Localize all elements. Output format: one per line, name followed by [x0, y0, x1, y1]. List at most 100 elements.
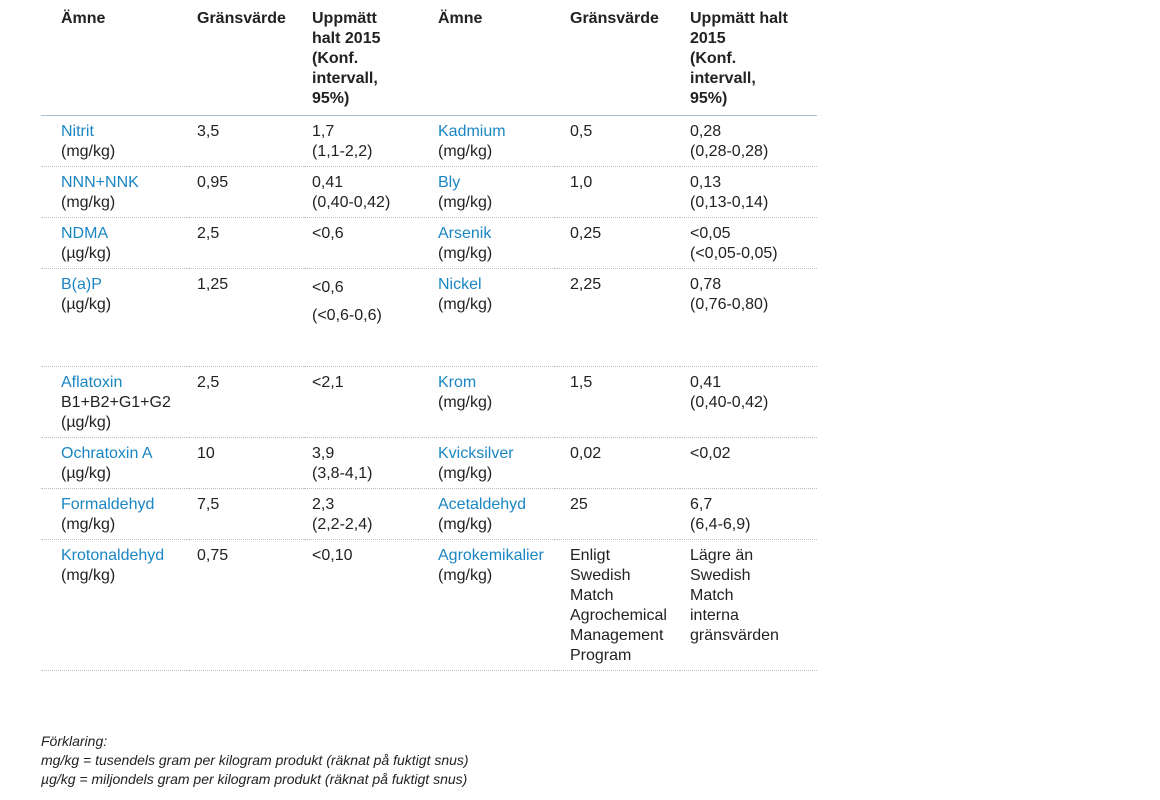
substance-name-link[interactable]: Acetaldehyd — [438, 496, 527, 513]
substance-cell: Nitrit (mg/kg) — [41, 115, 189, 167]
measured-cell: 0,13 (0,13-0,14) — [680, 166, 817, 218]
substance-unit: (µg/kg) — [61, 465, 112, 482]
substance-unit: (mg/kg) — [438, 394, 493, 411]
legend-line-ug: µg/kg = miljondels gram per kilogram pro… — [41, 771, 468, 787]
measured-cell: <0,6 — [304, 217, 418, 269]
limit-cell: 0,25 — [555, 217, 680, 269]
substance-unit: (mg/kg) — [61, 194, 116, 211]
substance-name-link[interactable]: Arsenik — [438, 225, 492, 242]
measured-cell: 3,9 (3,8-4,1) — [304, 437, 418, 489]
substance-unit: (mg/kg) — [61, 567, 116, 584]
legend-title: Förklaring: — [41, 733, 108, 749]
measured-cell: <0,6 (<0,6-0,6) — [304, 268, 418, 367]
substance-cell: Krotonaldehyd (mg/kg) — [41, 539, 189, 671]
measured-value: 2,3 — [312, 496, 335, 513]
measured-value: 3,9 — [312, 445, 335, 462]
substance-limits-table: Ämne Gränsvärde Uppmätt halt 2015 (Konf.… — [41, 0, 817, 671]
header-measured-line: Uppmätt — [312, 10, 377, 27]
substance-name-link[interactable]: Aflatoxin — [61, 374, 123, 391]
substance-cell: Nickel (mg/kg) — [418, 268, 555, 367]
measured-value: 0,41 — [312, 174, 344, 191]
measured-interval: (0,40-0,42) — [690, 394, 769, 411]
measured-value: <0,10 — [312, 547, 353, 564]
substance-name-link[interactable]: Agrokemikalier — [438, 547, 544, 564]
header-measured-line: intervall, — [690, 70, 756, 87]
substance-cell: Aflatoxin B1+B2+G1+G2 (µg/kg) — [41, 366, 189, 438]
substance-unit: (µg/kg) — [61, 245, 112, 262]
measured-value: 0,13 — [690, 174, 722, 191]
measured-interval: (1,1-2,2) — [312, 143, 373, 160]
limit-cell: 1,5 — [555, 366, 680, 438]
limit-text-line: Agrochemical — [570, 607, 667, 624]
table-row: NDMA (µg/kg) 2,5 <0,6 Arsenik (mg/kg) 0,… — [41, 217, 817, 269]
limit-cell: 2,5 — [189, 217, 304, 269]
limit-text-line: Match — [570, 587, 614, 604]
header-substance: Ämne — [41, 0, 189, 116]
substance-cell: NNN+NNK (mg/kg) — [41, 166, 189, 218]
substance-cell: Kadmium (mg/kg) — [418, 115, 555, 167]
substance-unit: (mg/kg) — [438, 516, 493, 533]
substance-name-link[interactable]: Formaldehyd — [61, 496, 155, 513]
measured-interval: (0,76-0,80) — [690, 296, 769, 313]
measured-interval: (6,4-6,9) — [690, 516, 751, 533]
header-measured-line: halt 2015 — [312, 30, 381, 47]
substance-name-link[interactable]: NDMA — [61, 225, 109, 242]
measured-cell: <0,05 (<0,05-0,05) — [680, 217, 817, 269]
table-row: B(a)P (µg/kg) 1,25 <0,6 (<0,6-0,6) Nicke… — [41, 268, 817, 367]
substance-name-link[interactable]: Bly — [438, 174, 461, 191]
header-limit-right: Gränsvärde — [555, 0, 680, 116]
limit-cell: Enligt Swedish Match Agrochemical Manage… — [555, 539, 680, 671]
measured-text-line: interna — [690, 607, 739, 624]
substance-cell: Ochratoxin A (µg/kg) — [41, 437, 189, 489]
header-measured-line: intervall, — [312, 70, 378, 87]
header-measured-line: 95%) — [690, 90, 728, 107]
table-row: Formaldehyd (mg/kg) 7,5 2,3 (2,2-2,4) Ac… — [41, 488, 817, 540]
measured-cell: 6,7 (6,4-6,9) — [680, 488, 817, 540]
substance-unit: B1+B2+G1+G2 — [61, 394, 171, 411]
substance-name-link[interactable]: NNN+NNK — [61, 174, 139, 191]
measured-interval: (0,40-0,42) — [312, 194, 391, 211]
measured-value: 6,7 — [690, 496, 713, 513]
measured-cell: 0,78 (0,76-0,80) — [680, 268, 817, 367]
substance-name-link[interactable]: Kvicksilver — [438, 445, 514, 462]
limit-text-line: Enligt — [570, 547, 611, 564]
limit-text-line: Program — [570, 647, 632, 664]
limit-cell: 1,25 — [189, 268, 304, 367]
substance-unit: (mg/kg) — [438, 194, 493, 211]
substance-name-link[interactable]: Krotonaldehyd — [61, 547, 165, 564]
table-row: NNN+NNK (mg/kg) 0,95 0,41 (0,40-0,42) Bl… — [41, 166, 817, 218]
substance-name-link[interactable]: Krom — [438, 374, 477, 391]
limit-cell: 1,0 — [555, 166, 680, 218]
substance-unit: (mg/kg) — [438, 143, 493, 160]
measured-interval: (3,8-4,1) — [312, 465, 373, 482]
substance-unit: (mg/kg) — [438, 296, 493, 313]
table-header-row: Ämne Gränsvärde Uppmätt halt 2015 (Konf.… — [41, 0, 817, 116]
measured-interval: (0,28-0,28) — [690, 143, 769, 160]
substance-name-link[interactable]: B(a)P — [61, 276, 102, 293]
substance-name-link[interactable]: Ochratoxin A — [61, 445, 153, 462]
measured-cell: <2,1 — [304, 366, 418, 438]
limit-cell: 3,5 — [189, 115, 304, 167]
table-row: Krotonaldehyd (mg/kg) 0,75 <0,10 Agrokem… — [41, 539, 817, 671]
limit-cell: 10 — [189, 437, 304, 489]
substance-table-container: Ämne Gränsvärde Uppmätt halt 2015 (Konf.… — [41, 0, 817, 671]
measured-interval: (<0,05-0,05) — [690, 245, 778, 262]
legend-line-mg: mg/kg = tusendels gram per kilogram prod… — [41, 752, 469, 768]
substance-unit: (mg/kg) — [61, 143, 116, 160]
header-limit: Gränsvärde — [189, 0, 304, 116]
measured-cell: 1,7 (1,1-2,2) — [304, 115, 418, 167]
substance-name-link[interactable]: Kadmium — [438, 123, 506, 140]
limit-cell: 0,75 — [189, 539, 304, 671]
legend: Förklaring: mg/kg = tusendels gram per k… — [41, 732, 469, 789]
header-measured-right: Uppmätt halt 2015 (Konf. intervall, 95%) — [680, 0, 817, 116]
substance-cell: NDMA (µg/kg) — [41, 217, 189, 269]
limit-cell: 2,5 — [189, 366, 304, 438]
substance-cell: Krom (mg/kg) — [418, 366, 555, 438]
limit-cell: 25 — [555, 488, 680, 540]
substance-name-link[interactable]: Nickel — [438, 276, 482, 293]
substance-unit: (mg/kg) — [438, 465, 493, 482]
substance-name-link[interactable]: Nitrit — [61, 123, 94, 140]
header-measured-line: Uppmätt halt — [690, 10, 788, 27]
substance-cell: Acetaldehyd (mg/kg) — [418, 488, 555, 540]
measured-text-line: Lägre än — [690, 547, 754, 564]
